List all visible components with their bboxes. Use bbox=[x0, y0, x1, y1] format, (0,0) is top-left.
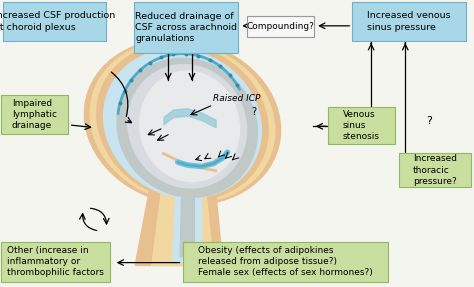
FancyBboxPatch shape bbox=[352, 2, 466, 41]
Polygon shape bbox=[152, 194, 213, 265]
Text: Increased venous
sinus pressure: Increased venous sinus pressure bbox=[367, 11, 451, 32]
Text: Impaired
lymphatic
drainage: Impaired lymphatic drainage bbox=[12, 99, 57, 130]
Text: ?: ? bbox=[427, 116, 432, 125]
Text: Raised ICP: Raised ICP bbox=[213, 94, 261, 103]
Text: ?: ? bbox=[251, 107, 256, 117]
Ellipse shape bbox=[97, 44, 268, 200]
Text: Increased
thoracic
pressure?: Increased thoracic pressure? bbox=[413, 154, 457, 186]
Text: Other (increase in
inflammatory or
thrombophilic factors: Other (increase in inflammatory or throm… bbox=[7, 246, 104, 278]
FancyBboxPatch shape bbox=[3, 2, 106, 41]
Ellipse shape bbox=[104, 49, 261, 198]
Ellipse shape bbox=[90, 41, 275, 203]
Ellipse shape bbox=[191, 150, 227, 174]
Text: Obesity (effects of adipokines
released from adipose tissue?)
Female sex (effect: Obesity (effects of adipokines released … bbox=[198, 246, 373, 278]
Text: Venous
sinus
stenosis: Venous sinus stenosis bbox=[343, 110, 380, 141]
FancyBboxPatch shape bbox=[1, 242, 110, 282]
Ellipse shape bbox=[117, 58, 257, 197]
Text: Reduced drainage of
CSF across arachnoid
granulations: Reduced drainage of CSF across arachnoid… bbox=[135, 12, 237, 43]
Text: Increased CSF production
at choroid plexus: Increased CSF production at choroid plex… bbox=[0, 11, 115, 32]
FancyBboxPatch shape bbox=[399, 153, 471, 187]
FancyBboxPatch shape bbox=[328, 107, 395, 144]
FancyBboxPatch shape bbox=[1, 95, 68, 134]
Polygon shape bbox=[173, 197, 201, 263]
Ellipse shape bbox=[128, 65, 246, 188]
Ellipse shape bbox=[84, 39, 281, 205]
Ellipse shape bbox=[140, 71, 239, 181]
FancyBboxPatch shape bbox=[247, 16, 314, 37]
Polygon shape bbox=[180, 198, 194, 257]
Polygon shape bbox=[135, 191, 223, 265]
Ellipse shape bbox=[182, 145, 239, 185]
FancyBboxPatch shape bbox=[183, 242, 388, 282]
Text: Compounding?: Compounding? bbox=[247, 22, 315, 31]
FancyBboxPatch shape bbox=[134, 2, 238, 53]
